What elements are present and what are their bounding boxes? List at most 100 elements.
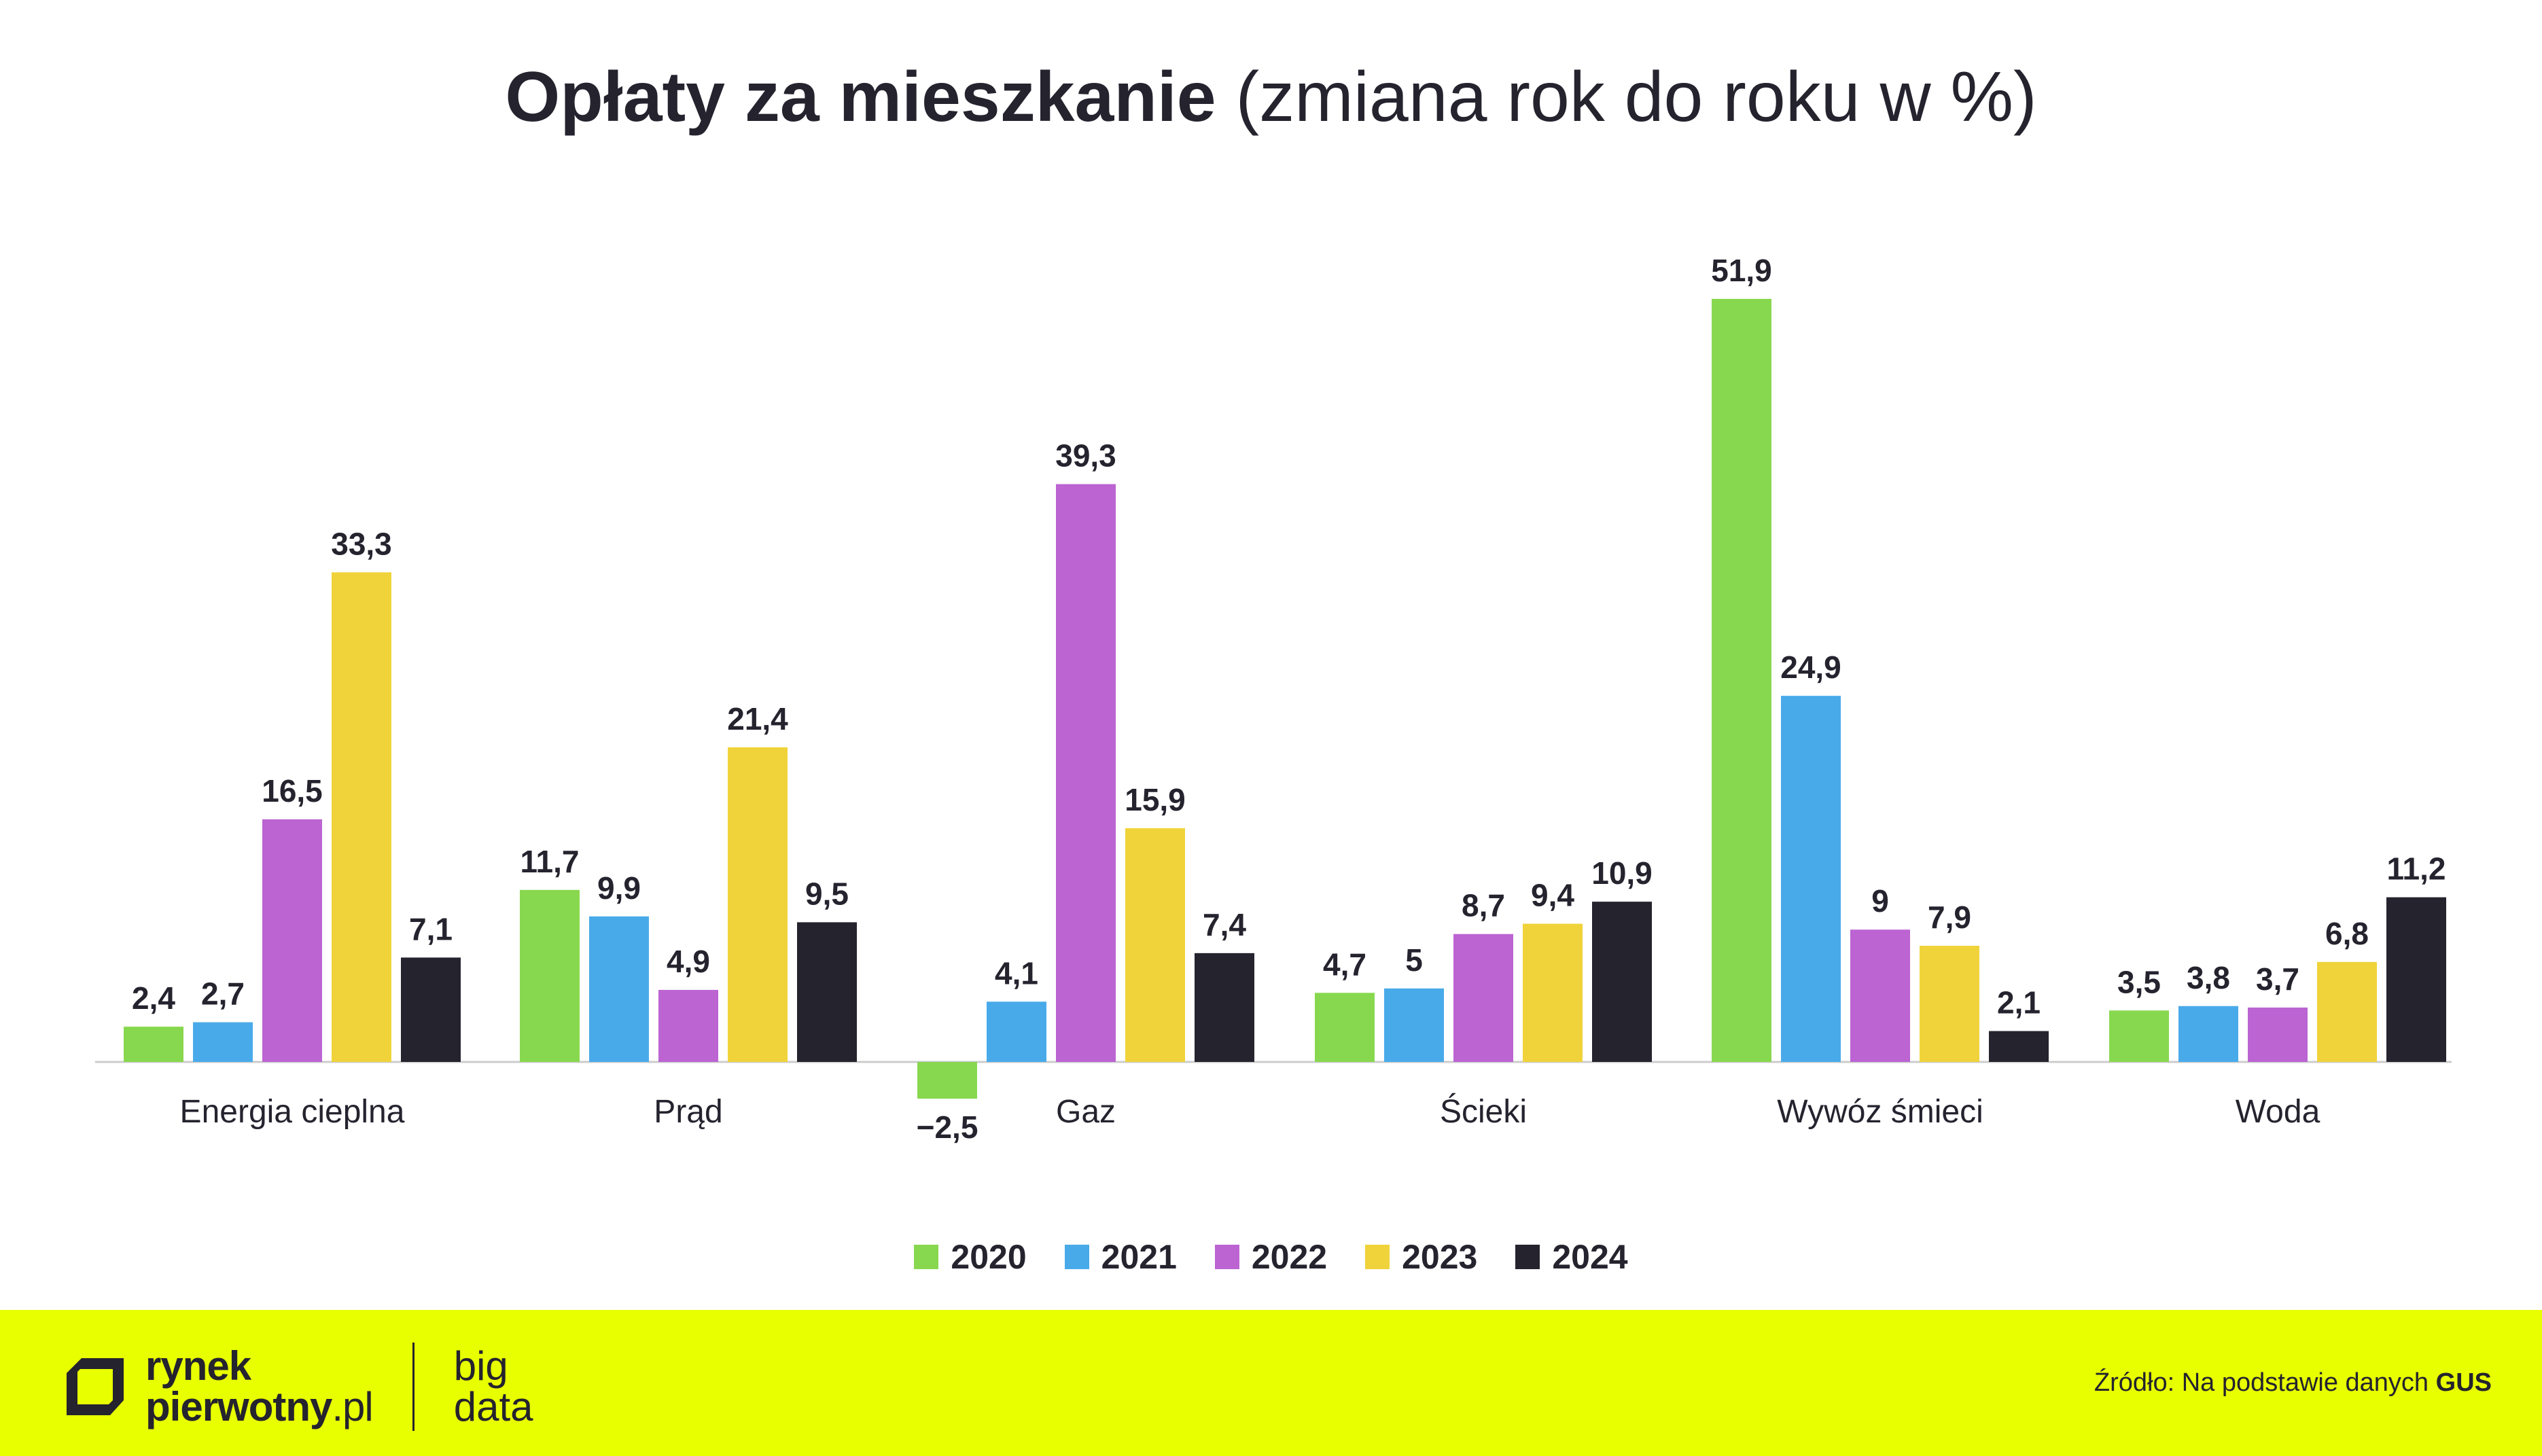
bar-2023-0	[332, 572, 391, 1062]
bar-2021-1	[589, 916, 649, 1062]
bigdata-logo: big data	[454, 1346, 533, 1427]
bar-2024-2	[1195, 953, 1254, 1062]
data-label-2020-0: 2,4	[132, 980, 175, 1016]
bar-2024-5	[2386, 897, 2446, 1062]
data-label-2020-1: 11,7	[520, 844, 580, 879]
brand-name-domain: .pl	[332, 1384, 373, 1430]
legend-label-2023: 2023	[1402, 1238, 1478, 1276]
data-label-2022-4: 9	[1871, 883, 1889, 919]
data-label-2024-4: 2,1	[1997, 985, 2041, 1020]
legend-item-2020: 2020	[914, 1237, 1027, 1277]
data-label-2024-0: 7,1	[409, 911, 453, 946]
brand-name-line1: rynek	[145, 1343, 251, 1389]
bar-2024-0	[401, 957, 461, 1062]
bar-2020-1	[520, 889, 580, 1062]
legend-label-2020: 2020	[951, 1238, 1027, 1276]
data-label-2021-2: 4,1	[995, 955, 1038, 991]
legend-label-2024: 2024	[1552, 1238, 1628, 1276]
chart-title-bold: Opłaty za mieszkanie	[505, 58, 1216, 137]
brand-logo: rynek pierwotny.pl big data	[63, 1343, 533, 1431]
data-label-2022-1: 4,9	[667, 944, 710, 979]
bigdata-line2: data	[453, 1384, 533, 1430]
bar-2021-0	[193, 1022, 253, 1062]
data-label-2020-4: 51,9	[1711, 253, 1772, 288]
bar-2022-2	[1056, 484, 1116, 1062]
bar-2022-5	[2248, 1007, 2308, 1062]
brand-name: rynek pierwotny.pl	[145, 1343, 374, 1430]
data-label-2024-2: 7,4	[1203, 907, 1246, 942]
brand-name-line2: pierwotny.pl	[145, 1384, 374, 1430]
legend-item-2024: 2024	[1515, 1237, 1628, 1277]
data-label-2022-0: 16,5	[262, 773, 323, 809]
data-label-2023-5: 6,8	[2325, 916, 2369, 951]
source-note: Źródło: Na podstawie danych GUS	[2094, 1366, 2492, 1400]
bar-2023-2	[1125, 828, 1185, 1062]
data-label-2020-3: 4,7	[1323, 946, 1366, 982]
bar-2022-4	[1850, 929, 1910, 1062]
data-label-2023-1: 21,4	[727, 701, 788, 736]
bar-2023-1	[728, 747, 788, 1062]
data-label-2023-4: 7,9	[1928, 900, 1971, 935]
source-prefix: Źródło: Na podstawie danych	[2094, 1368, 2429, 1397]
bar-2020-3	[1315, 993, 1375, 1062]
footer-bar: rynek pierwotny.pl big data Źródło: Na p…	[0, 1310, 2542, 1456]
legend-item-2022: 2022	[1214, 1237, 1328, 1277]
brand-name-bold: pierwotny	[145, 1384, 332, 1430]
legend-swatch-2020	[914, 1245, 939, 1269]
chart-legend: 2020 2021 2022 2023 2024	[0, 1237, 2542, 1277]
bar-2022-3	[1453, 934, 1513, 1062]
chart-title: Opłaty za mieszkanie (zmiana rok do roku…	[0, 53, 2542, 141]
bar-2020-0	[124, 1027, 183, 1062]
category-label-3: Ścieki	[1440, 1093, 1527, 1130]
data-label-2021-4: 24,9	[1780, 650, 1841, 685]
chart-title-subtitle: (zmiana rok do roku w %)	[1235, 58, 2037, 137]
legend-swatch-2022	[1214, 1245, 1239, 1269]
category-label-2: Gaz	[1056, 1094, 1116, 1130]
bar-2022-1	[658, 989, 718, 1062]
legend-item-2021: 2021	[1064, 1237, 1177, 1277]
data-label-2022-3: 8,7	[1462, 888, 1505, 923]
category-label-0: Energia cieplna	[180, 1094, 405, 1130]
legend-label-2022: 2022	[1251, 1238, 1328, 1276]
legend-swatch-2024	[1515, 1245, 1540, 1269]
bar-2023-4	[1920, 946, 1979, 1062]
category-label-4: Wywóz śmieci	[1777, 1094, 1983, 1130]
rynekpierwotny-logo-icon	[67, 1358, 124, 1415]
bigdata-line1: big	[453, 1343, 508, 1389]
bar-2023-5	[2317, 961, 2377, 1062]
legend-label-2021: 2021	[1101, 1238, 1177, 1276]
legend-item-2023: 2023	[1365, 1237, 1477, 1277]
bar-2021-4	[1781, 696, 1841, 1062]
legend-swatch-2023	[1365, 1245, 1390, 1269]
bar-2024-3	[1592, 902, 1652, 1062]
bar-2023-3	[1523, 923, 1583, 1062]
bar-2020-2	[917, 1062, 977, 1099]
data-label-2023-2: 15,9	[1125, 782, 1186, 817]
bar-2024-4	[1989, 1031, 2049, 1062]
category-label-5: Woda	[2236, 1094, 2320, 1130]
data-label-2024-5: 11,2	[2387, 851, 2446, 887]
bar-2021-5	[2178, 1006, 2238, 1062]
bar-2024-1	[797, 922, 857, 1062]
data-label-2021-1: 9,9	[597, 870, 641, 906]
bar-chart: 2,4 11,7 −2,5 4,7 51,9 3,5 2,7 9,9 4,1 5 24,9 3,8 16…	[95, 253, 2452, 1145]
bar-2020-5	[2109, 1010, 2169, 1062]
data-label-2021-5: 3,8	[2187, 960, 2230, 995]
bar-2022-0	[262, 819, 322, 1062]
legend-swatch-2021	[1064, 1245, 1089, 1269]
bar-2020-4	[1712, 298, 1771, 1062]
bar-2021-2	[987, 1001, 1046, 1062]
data-label-2023-3: 9,4	[1531, 878, 1574, 913]
data-label-2024-1: 9,5	[805, 876, 849, 911]
data-label-2021-3: 5	[1405, 942, 1423, 978]
data-label-2020-5: 3,5	[2117, 964, 2161, 999]
bar-2021-3	[1384, 988, 1444, 1062]
source-name: GUS	[2435, 1368, 2492, 1397]
data-label-2021-0: 2,7	[201, 976, 245, 1012]
data-label-2020-2: −2,5	[917, 1109, 978, 1145]
category-label-1: Prąd	[654, 1094, 722, 1130]
data-label-2022-5: 3,7	[2256, 961, 2299, 997]
data-label-2024-3: 10,9	[1591, 855, 1653, 891]
data-label-2022-2: 39,3	[1055, 438, 1116, 474]
data-label-2023-0: 33,3	[331, 526, 392, 561]
